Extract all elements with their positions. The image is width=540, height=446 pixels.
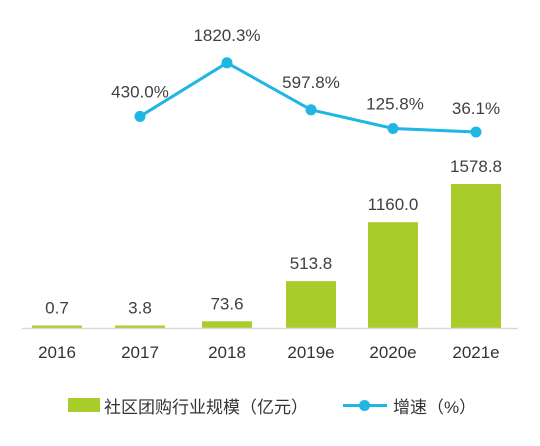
growth-label-2017: 430.0% [111, 82, 169, 101]
bar-value-label-2021e: 1578.8 [450, 157, 502, 176]
legend-line-marker [359, 400, 370, 411]
growth-label-2018: 1820.3% [193, 26, 260, 45]
bar-2018 [202, 321, 252, 328]
legend-bar-swatch [68, 398, 100, 412]
growth-point-2019e [305, 104, 317, 116]
bar-2021e [451, 184, 501, 328]
legend-item-bar: 社区团购行业规模（亿元） [68, 390, 308, 420]
bar-value-label-2018: 73.6 [210, 294, 243, 313]
x-tick-label-2018: 2018 [208, 343, 246, 362]
bar-value-label-2019e: 513.8 [290, 254, 333, 273]
growth-point-2018 [221, 57, 233, 69]
growth-label-2019e: 597.8% [282, 73, 340, 92]
bar-value-label-2016: 0.7 [45, 299, 69, 318]
bar-2019e [286, 281, 336, 328]
x-tick-label-2016: 2016 [38, 343, 76, 362]
growth-point-2017 [134, 110, 146, 122]
bar-2020e [368, 222, 418, 328]
legend-line-label: 增速（%） [393, 397, 477, 417]
x-tick-label-2019e: 2019e [287, 343, 334, 362]
legend-bar-label: 社区团购行业规模（亿元） [104, 397, 308, 417]
chart-legend: 社区团购行业规模（亿元） 增速（%） [0, 390, 540, 420]
bar-2016 [32, 325, 82, 328]
legend-line-swatch [343, 398, 387, 412]
growth-point-2020e [387, 122, 399, 134]
bar-2017 [115, 325, 165, 328]
x-tick-label-2017: 2017 [121, 343, 159, 362]
legend-item-line: 增速（%） [343, 390, 476, 420]
x-tick-label-2021e: 2021e [452, 343, 499, 362]
x-tick-label-2020e: 2020e [369, 343, 416, 362]
growth-label-2021e: 36.1% [452, 99, 500, 118]
growth-point-2021e [470, 126, 482, 138]
growth-label-2020e: 125.8% [366, 94, 424, 113]
chart-plot-area: 2016 2017 2018 2019e 2020e 2021e 0.7 3.8 73.6 513… [22, 26, 518, 362]
bar-value-label-2020e: 1160.0 [368, 195, 419, 214]
bar-value-label-2017: 3.8 [128, 299, 152, 318]
